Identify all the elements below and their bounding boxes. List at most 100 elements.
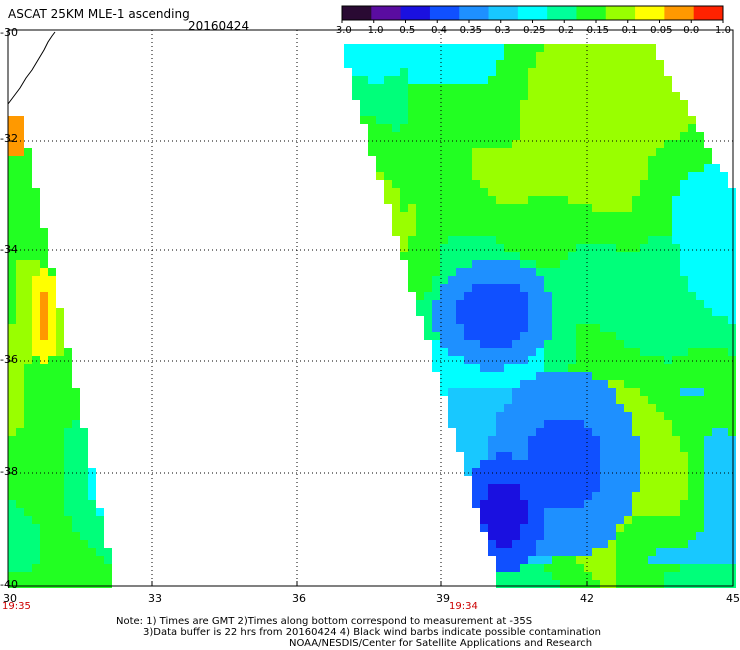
swath-cell [600, 260, 608, 268]
swath-cell [640, 308, 648, 316]
swath-cell [520, 180, 528, 188]
swath-cell [456, 156, 464, 164]
swath-cell [656, 300, 664, 308]
swath-cell [440, 340, 448, 348]
swath-cell [456, 100, 464, 108]
swath-cell [488, 412, 496, 420]
colorbar-label: -0.35 [456, 25, 482, 36]
swath-cell [648, 100, 656, 108]
swath-cell [440, 300, 448, 308]
swath-cell [24, 508, 32, 516]
swath-cell [48, 372, 56, 380]
swath-cell [496, 348, 504, 356]
swath-cell [8, 460, 16, 468]
swath-cell [584, 404, 592, 412]
swath-cell [696, 500, 704, 508]
swath-cell [392, 116, 400, 124]
swath-cell [488, 252, 496, 260]
swath-cell [424, 140, 432, 148]
swath-cell [568, 428, 576, 436]
swath-cell [440, 316, 448, 324]
swath-cell [48, 292, 56, 300]
swath-cell [424, 124, 432, 132]
swath-cell [8, 540, 16, 548]
swath-cell [504, 436, 512, 444]
swath-cell [424, 172, 432, 180]
swath-cell [416, 60, 424, 68]
swath-cell [48, 268, 56, 276]
swath-cell [648, 540, 656, 548]
swath-cell [568, 564, 576, 572]
swath-cell [616, 372, 624, 380]
swath-cell [640, 268, 648, 276]
swath-cell [528, 444, 536, 452]
swath-cell [8, 436, 16, 444]
swath-cell [648, 420, 656, 428]
swath-cell [568, 92, 576, 100]
swath-cell [720, 452, 728, 460]
swath-cell [504, 92, 512, 100]
colorbar-swatch [605, 6, 636, 20]
swath-cell [624, 372, 632, 380]
swath-cell [48, 276, 56, 284]
swath-cell [544, 412, 552, 420]
swath-cell [656, 460, 664, 468]
swath-cell [560, 580, 568, 588]
swath-cell [672, 180, 680, 188]
swath-cell [512, 500, 520, 508]
swath-cell [640, 412, 648, 420]
swath-cell [704, 556, 712, 564]
swath-cell [496, 252, 504, 260]
swath-cell [584, 100, 592, 108]
swath-cell [512, 124, 520, 132]
swath-cell [32, 532, 40, 540]
swath-cell [640, 236, 648, 244]
swath-cell [584, 436, 592, 444]
swath-cell [576, 484, 584, 492]
swath-cell [488, 140, 496, 148]
swath-cell [16, 188, 24, 196]
swath-cell [712, 436, 720, 444]
swath-cell [520, 436, 528, 444]
swath-cell [496, 204, 504, 212]
swath-cell [688, 244, 696, 252]
swath-cell [512, 396, 520, 404]
swath-cell [448, 364, 456, 372]
swath-cell [504, 484, 512, 492]
swath-cell [624, 252, 632, 260]
swath-cell [560, 244, 568, 252]
swath-cell [536, 316, 544, 324]
swath-cell [608, 76, 616, 84]
swath-cell [392, 220, 400, 228]
swath-cell [616, 492, 624, 500]
swath-cell [544, 508, 552, 516]
swath-cell [56, 340, 64, 348]
swath-cell [432, 292, 440, 300]
swath-cell [632, 540, 640, 548]
swath-cell [704, 460, 712, 468]
swath-cell [536, 300, 544, 308]
swath-cell [640, 444, 648, 452]
swath-cell [720, 196, 728, 204]
swath-cell [720, 444, 728, 452]
swath-cell [16, 532, 24, 540]
swath-cell [664, 348, 672, 356]
swath-cell [704, 292, 712, 300]
swath-cell [544, 52, 552, 60]
swath-cell [592, 476, 600, 484]
swath-cell [560, 212, 568, 220]
swath-cell [552, 540, 560, 548]
swath-cell [688, 156, 696, 164]
swath-cell [392, 84, 400, 92]
swath-cell [488, 348, 496, 356]
swath-cell [592, 172, 600, 180]
colorbar-label: -1.0 [364, 25, 384, 36]
swath-cell [488, 84, 496, 92]
swath-cell [16, 476, 24, 484]
swath-cell [48, 500, 56, 508]
swath-cell [32, 508, 40, 516]
swath-cell [40, 260, 48, 268]
swath-cell [456, 308, 464, 316]
swath-cell [528, 476, 536, 484]
swath-cell [40, 300, 48, 308]
